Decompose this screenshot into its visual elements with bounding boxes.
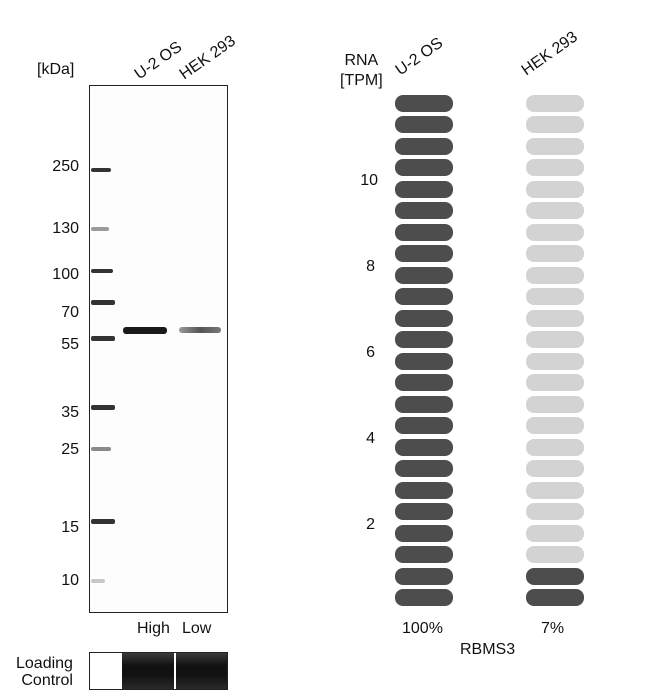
ladder-band-70 (91, 300, 115, 305)
ladder-band-55 (91, 336, 115, 341)
rna-segment-u2os-15 (395, 288, 453, 305)
band-level-high: High (137, 620, 170, 637)
lane-label-hek293: HEK 293 (176, 32, 239, 84)
rna-segment-u2os-19 (395, 202, 453, 219)
loading-control-blot (89, 652, 228, 690)
rna-segment-u2os-21 (395, 159, 453, 176)
ladder-band-35 (91, 405, 115, 410)
rna-category-hek293: HEK 293 (518, 28, 581, 80)
rna-segment-hek293-20 (526, 180, 584, 198)
ladder-band-130 (91, 227, 109, 231)
rna-segment-u2os-1 (395, 589, 453, 606)
band-u2os (123, 327, 167, 334)
rna-segment-u2os-2 (395, 567, 453, 585)
rna-segment-u2os-18 (395, 223, 453, 241)
rna-segment-hek293-21 (526, 159, 584, 176)
loading-control-label: Loading Control (16, 655, 73, 689)
kda-label-10: 10 (61, 572, 79, 589)
rna-segment-hek293-11 (526, 374, 584, 391)
kda-label-70: 70 (61, 304, 79, 321)
rna-segment-u2os-12 (395, 352, 453, 370)
rna-segment-u2os-5 (395, 503, 453, 520)
rna-segment-hek293-14 (526, 309, 584, 327)
tpm-tick-10: 10 (360, 172, 378, 189)
kda-label-55: 55 (61, 336, 79, 353)
rna-segment-hek293-22 (526, 137, 584, 155)
ladder-band-25 (91, 447, 111, 451)
loading-band-u2os (122, 653, 174, 689)
kda-label-100: 100 (52, 266, 79, 283)
rna-segment-hek293-24 (526, 94, 584, 112)
rna-segment-hek293-23 (526, 116, 584, 133)
band-level-low: Low (182, 620, 212, 637)
rna-segment-hek293-10 (526, 395, 584, 413)
rna-segment-u2os-23 (395, 116, 453, 133)
rna-segment-u2os-11 (395, 374, 453, 391)
rna-segment-u2os-4 (395, 524, 453, 542)
tpm-tick-4: 4 (366, 430, 375, 447)
rna-segment-hek293-5 (526, 503, 584, 520)
rna-segment-hek293-16 (526, 266, 584, 284)
kda-label-25: 25 (61, 441, 79, 458)
lane-label-u2os: U-2 OS (131, 38, 186, 84)
tpm-tick-6: 6 (366, 344, 375, 361)
rna-segment-u2os-8 (395, 438, 453, 456)
rna-segment-hek293-17 (526, 245, 584, 262)
rna-segment-u2os-20 (395, 180, 453, 198)
rna-segment-hek293-19 (526, 202, 584, 219)
ladder-band-100 (91, 269, 113, 273)
rna-segment-u2os-17 (395, 245, 453, 262)
tpm-tick-2: 2 (366, 516, 375, 533)
rna-axis-label: RNA [TPM] (340, 52, 383, 89)
ladder-band-15 (91, 519, 115, 524)
rna-segment-u2os-9 (395, 417, 453, 434)
rna-segment-hek293-12 (526, 352, 584, 370)
tpm-tick-8: 8 (366, 258, 375, 275)
rna-category-u2os: U-2 OS (392, 34, 447, 80)
rna-segment-u2os-6 (395, 481, 453, 499)
kda-label-130: 130 (52, 220, 79, 237)
rna-segment-u2os-24 (395, 94, 453, 112)
gene-name: RBMS3 (460, 641, 516, 658)
value-label-u2os: 100% (402, 620, 443, 637)
rna-segment-u2os-14 (395, 309, 453, 327)
ladder-band-250 (91, 168, 111, 172)
rna-segment-u2os-22 (395, 137, 453, 155)
rna-segment-hek293-13 (526, 331, 584, 348)
loading-band-hek293 (176, 653, 227, 689)
rna-segment-hek293-18 (526, 223, 584, 241)
rna-segment-hek293-4 (526, 524, 584, 542)
rna-segment-u2os-16 (395, 266, 453, 284)
rna-segment-hek293-3 (526, 546, 584, 563)
rna-segment-hek293-15 (526, 288, 584, 305)
value-label-hek293: 7% (541, 620, 565, 637)
rna-segment-u2os-10 (395, 395, 453, 413)
rna-segment-hek293-1 (526, 589, 584, 606)
rna-segment-hek293-8 (526, 438, 584, 456)
kda-label-35: 35 (61, 404, 79, 421)
kda-label-15: 15 (61, 519, 79, 536)
rna-segment-u2os-13 (395, 331, 453, 348)
rna-segment-u2os-7 (395, 460, 453, 477)
kda-unit-label: [kDa] (37, 61, 75, 78)
band-hek293 (179, 327, 221, 333)
rna-segment-hek293-2 (526, 567, 584, 585)
rna-segment-hek293-7 (526, 460, 584, 477)
western-blot-membrane (89, 85, 228, 613)
rna-segment-hek293-6 (526, 481, 584, 499)
rna-segment-u2os-3 (395, 546, 453, 563)
kda-label-250: 250 (52, 158, 79, 175)
ladder-band-10 (91, 579, 105, 583)
rna-segment-hek293-9 (526, 417, 584, 434)
